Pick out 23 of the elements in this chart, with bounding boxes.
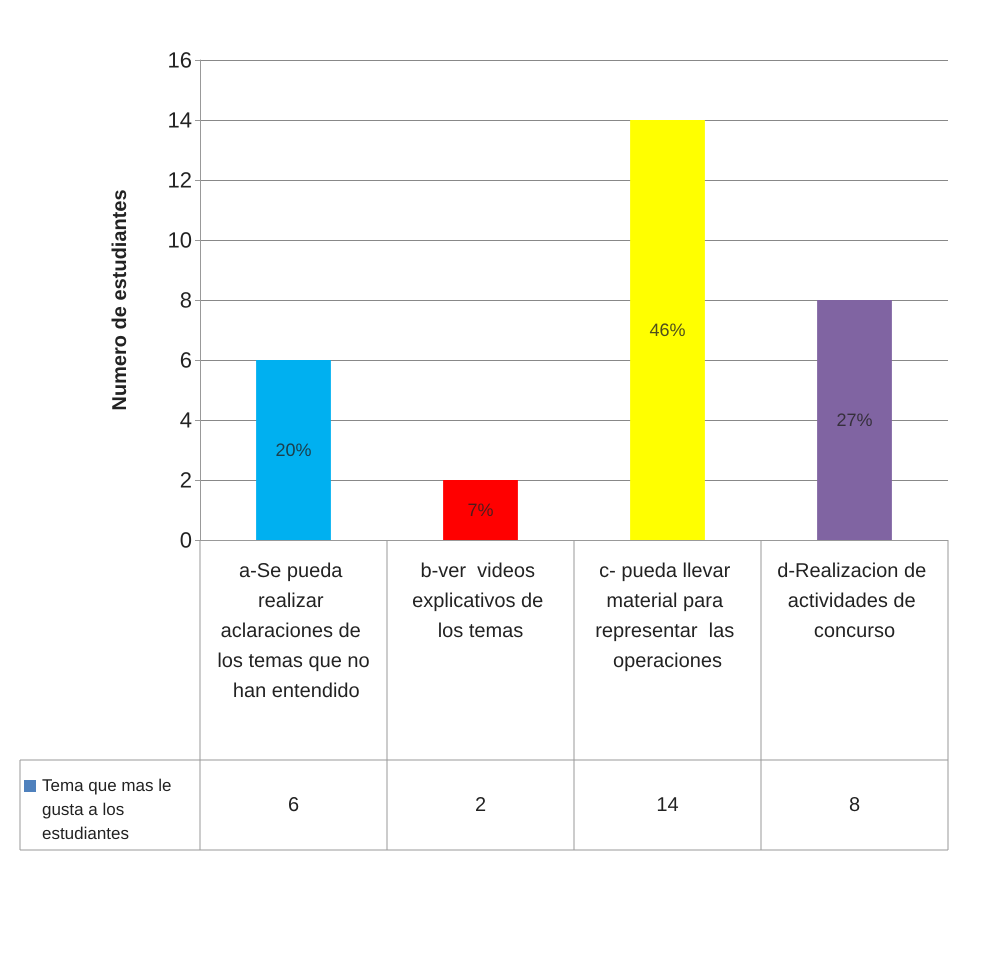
y-tick-label: 16 (168, 48, 192, 72)
y-axis-title: Numero de estudiantes (109, 189, 131, 411)
y-tick-label: 4 (180, 408, 192, 432)
data-label: 8 (848, 794, 860, 816)
y-tick-label: 8 (180, 288, 192, 312)
x-tick-label: c- pueda llevar material para representar las operaciones (595, 560, 740, 672)
annotation: 27% (836, 410, 873, 430)
y-tick-label: 0 (180, 528, 192, 552)
x-tick-label: a-Se pueda realizar aclaraciones de los temas que no han entendido (217, 560, 370, 702)
y-tick-label: 2 (180, 468, 192, 492)
text: Tema que mas le gusta a los estudiantes (42, 775, 172, 845)
x-tick-label: d-Realizacion de actividades de concurso (777, 560, 932, 642)
data-label: 6 (288, 794, 300, 816)
annotation: 20% (275, 440, 312, 460)
data-label: 2 (474, 794, 486, 816)
y-tick-label: 14 (168, 108, 192, 132)
data-label: 14 (656, 794, 679, 816)
y-tick-label: 6 (180, 348, 192, 372)
y-tick-label: 10 (168, 228, 192, 252)
y-tick-label: 12 (168, 168, 192, 192)
annotation: 46% (649, 320, 686, 340)
x-tick-label: b-ver videos explicativos de los temas (412, 560, 549, 642)
annotation: 7% (467, 500, 494, 520)
